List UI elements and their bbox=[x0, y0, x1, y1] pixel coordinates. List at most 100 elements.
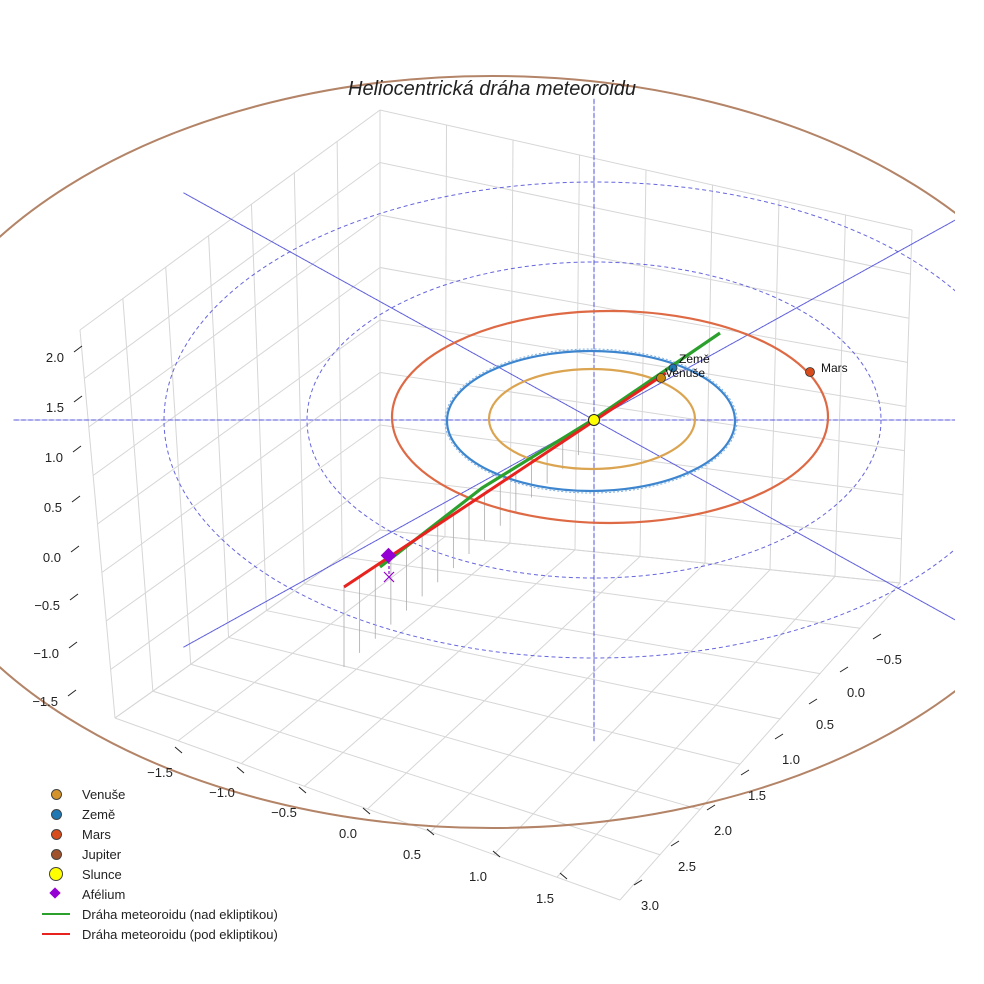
tick-mark bbox=[362, 807, 371, 815]
z-tick-label: −0.5 bbox=[34, 598, 60, 613]
tick-mark bbox=[426, 828, 435, 836]
legend-item: Země bbox=[40, 804, 278, 824]
tick-mark bbox=[633, 879, 643, 886]
z-tick-label: 2.0 bbox=[46, 350, 64, 365]
grid-line bbox=[619, 582, 901, 901]
sun-marker bbox=[588, 414, 600, 426]
x-tick-label: −0.5 bbox=[271, 805, 297, 820]
legend-item: Venuše bbox=[40, 784, 278, 804]
legend-item: Slunce bbox=[40, 864, 278, 884]
earth-orbit bbox=[445, 349, 737, 493]
reference-ring-outer bbox=[163, 181, 955, 659]
droplines bbox=[343, 431, 579, 667]
tick-mark bbox=[70, 545, 80, 553]
axis-ticks: 2.0 1.5 1.0 0.5 0.0 −0.5 −1.0 −1.5 −1.5 −1.0 −0.5 0… bbox=[32, 345, 902, 913]
grid-line bbox=[240, 542, 511, 764]
legend-label: Země bbox=[82, 806, 116, 822]
tick-mark bbox=[69, 593, 79, 601]
legend-item: Jupiter bbox=[40, 844, 278, 864]
venus-marker bbox=[656, 373, 666, 383]
grid-line bbox=[444, 124, 447, 537]
grid-line bbox=[177, 536, 446, 742]
grid-line bbox=[79, 329, 116, 719]
y-tick-label: 3.0 bbox=[641, 898, 659, 913]
grid-line bbox=[556, 576, 836, 878]
legend-line-icon bbox=[40, 924, 74, 944]
y-tick-label: 2.0 bbox=[714, 823, 732, 838]
grid-line bbox=[97, 319, 381, 525]
earth-marker bbox=[668, 363, 678, 373]
legend-item: Mars bbox=[40, 824, 278, 844]
meteoroid-path-below bbox=[343, 371, 667, 589]
legend-dot-icon bbox=[40, 844, 74, 864]
grid-line bbox=[639, 169, 647, 557]
legend-label: Afélium bbox=[82, 886, 126, 902]
y-tick-label: 2.5 bbox=[678, 859, 696, 874]
grid-line bbox=[208, 235, 230, 638]
venus-label: Venuše bbox=[665, 366, 705, 380]
y-tick-label: 0.5 bbox=[816, 717, 834, 732]
reference-spokes bbox=[13, 98, 955, 742]
legend-label: Jupiter bbox=[82, 846, 122, 862]
y-tick-label: 1.0 bbox=[782, 752, 800, 767]
legend-dot-icon bbox=[40, 784, 74, 804]
z-tick-label: 0.5 bbox=[44, 500, 62, 515]
tick-mark bbox=[774, 733, 784, 740]
legend-label: Dráha meteoroidu (pod ekliptikou) bbox=[82, 926, 278, 942]
jupiter-orbit bbox=[0, 75, 955, 829]
y-tick-label: −0.5 bbox=[876, 652, 902, 667]
aphelion-projection-cross bbox=[383, 571, 395, 583]
tick-mark bbox=[492, 850, 501, 858]
x-tick-label: 1.5 bbox=[536, 891, 554, 906]
ecliptic-reference bbox=[13, 98, 955, 742]
mars-marker bbox=[805, 367, 815, 377]
z-tick-label: 1.0 bbox=[45, 450, 63, 465]
legend-diamond-icon bbox=[40, 884, 74, 904]
grid-line bbox=[88, 214, 381, 428]
tick-mark bbox=[839, 666, 849, 673]
x-tick-label: 1.0 bbox=[469, 869, 487, 884]
legend-label: Dráha meteoroidu (nad ekliptikou) bbox=[82, 906, 278, 922]
legend: Venuše Země Mars Jupiter Slunce Afélium Dráha … bbox=[40, 784, 278, 944]
legend-item: Afélium bbox=[40, 884, 278, 904]
earth-label: Země bbox=[679, 352, 710, 366]
z-tick-label: 0.0 bbox=[43, 550, 61, 565]
tick-mark bbox=[71, 495, 81, 503]
tick-mark bbox=[72, 445, 82, 453]
grid-line bbox=[114, 529, 381, 719]
tick-mark bbox=[559, 872, 568, 880]
x-tick-label: −1.0 bbox=[209, 785, 235, 800]
grid-line bbox=[101, 372, 381, 573]
grid-line bbox=[84, 162, 381, 379]
grid-line bbox=[834, 214, 846, 577]
grid-line bbox=[574, 154, 580, 550]
y-tick-label: 1.5 bbox=[748, 788, 766, 803]
z-tick-label: 1.5 bbox=[46, 400, 64, 415]
x-tick-label: −1.5 bbox=[147, 765, 173, 780]
reference-ring-middle bbox=[306, 261, 882, 579]
legend-item: Dráha meteoroidu (nad ekliptikou) bbox=[40, 904, 278, 924]
tick-mark bbox=[67, 689, 77, 697]
grid-line bbox=[899, 229, 913, 584]
tick-mark bbox=[236, 766, 245, 774]
grid-line bbox=[92, 267, 381, 476]
legend-label: Mars bbox=[82, 826, 111, 842]
tick-mark bbox=[872, 633, 882, 640]
venus-orbit bbox=[487, 367, 697, 471]
z-tick-label: −1.0 bbox=[33, 646, 59, 661]
earth-orbit-trace bbox=[444, 348, 738, 494]
y-tick-label: 0.0 bbox=[847, 685, 865, 700]
x-tick-label: 0.5 bbox=[403, 847, 421, 862]
legend-dot-icon bbox=[40, 804, 74, 824]
tick-mark bbox=[808, 698, 818, 705]
grid-line bbox=[79, 109, 381, 331]
grid-line bbox=[704, 184, 713, 564]
tick-mark bbox=[706, 804, 716, 811]
grid-line bbox=[165, 267, 192, 665]
grid-line bbox=[769, 199, 780, 570]
tick-mark bbox=[68, 641, 78, 649]
legend-line-icon bbox=[40, 904, 74, 924]
mars-label: Mars bbox=[821, 361, 848, 375]
tick-mark bbox=[73, 345, 83, 353]
